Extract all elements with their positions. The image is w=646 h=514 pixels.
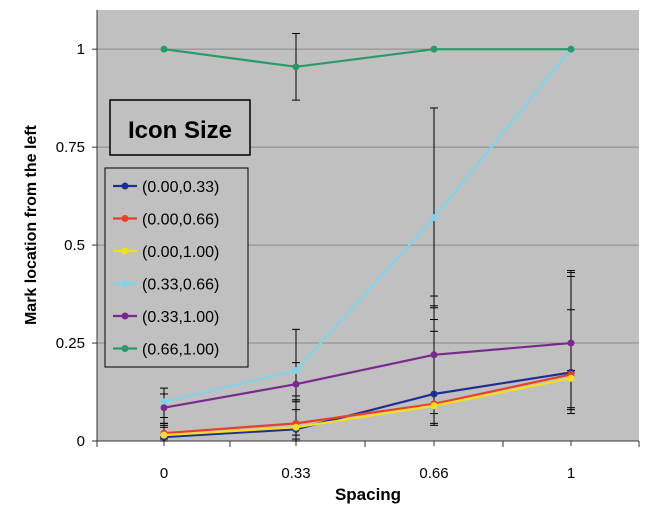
legend-label-3: (0.33,0.66)	[142, 277, 219, 294]
series-lines	[160, 45, 575, 441]
x-tick-label-0: 0	[160, 465, 168, 482]
y-axis-label: Mark location from the left	[23, 124, 40, 325]
data-point-s2-p3	[567, 374, 575, 382]
series-2	[160, 374, 575, 439]
x-tick-label-3: 1	[567, 465, 575, 482]
data-point-s4-p0	[160, 404, 168, 412]
data-point-s4-p2	[430, 351, 438, 359]
legend-item-5: (0.66,1.00)	[113, 342, 219, 359]
series-line-0	[163, 371, 572, 439]
series-line-4	[163, 341, 572, 409]
legend-label-0: (0.00,0.33)	[142, 179, 219, 196]
legend-items: (0.00,0.33) (0.00,0.66) (0.00,1.00) (0.33,0…	[113, 179, 219, 359]
data-point-s4-p1	[292, 380, 300, 388]
legend-label-2: (0.00,1.00)	[142, 244, 219, 261]
series-line-2	[163, 377, 572, 437]
legend-swatch-marker-1	[121, 215, 129, 222]
series-line-5	[163, 48, 571, 68]
axis-ticks: 0 0.25 0.5 0.75 1 0 0.33 0.66 1	[56, 41, 640, 482]
legend-item-2: (0.00,1.00)	[113, 244, 219, 261]
y-tick-label-2: 0.5	[64, 237, 85, 254]
data-point-s2-p0	[160, 431, 168, 439]
series-4	[160, 339, 575, 412]
legend-label-5: (0.66,1.00)	[142, 342, 219, 359]
legend-item-1: (0.00,0.66)	[113, 212, 219, 229]
legend-title-box	[109, 99, 251, 156]
data-point-s3-p0	[160, 398, 168, 406]
data-point-s5-p0	[160, 45, 168, 53]
data-point-s3-p1	[292, 366, 300, 374]
series-line-3	[163, 48, 572, 403]
x-axis-label: Spacing	[335, 485, 401, 504]
y-tick-label-1: 0.25	[56, 335, 85, 352]
y-tick-label-3: 0.75	[56, 139, 85, 156]
legend-label-1: (0.00,0.66)	[142, 212, 219, 229]
data-point-s5-p1	[292, 63, 300, 71]
data-point-s5-p2	[430, 45, 438, 53]
legend: Icon Size (0.00,0.33) (0.00,0.66) (0.00,1.…	[104, 99, 251, 368]
data-point-s2-p1	[292, 423, 300, 431]
legend-item-3: (0.33,0.66)	[113, 277, 219, 294]
legend-item-4: (0.33,1.00)	[113, 309, 219, 326]
y-tick-label-4: 1	[77, 41, 85, 58]
data-point-s5-p3	[567, 45, 575, 53]
x-tick-label-2: 0.66	[419, 465, 448, 482]
legend-swatch-marker-3	[121, 280, 129, 287]
series-5	[160, 45, 575, 71]
data-point-s4-p3	[567, 339, 575, 347]
legend-label-4: (0.33,1.00)	[142, 309, 219, 326]
legend-box	[104, 167, 249, 368]
y-tick-label-0: 0	[77, 433, 85, 450]
legend-swatch-marker-0	[121, 182, 129, 190]
data-point-s3-p2	[430, 214, 438, 222]
data-point-s0-p2	[430, 390, 438, 398]
legend-swatch-marker-4	[121, 312, 129, 320]
legend-swatch-marker-2	[121, 247, 129, 255]
legend-swatch-marker-5	[121, 345, 129, 352]
legend-item-0: (0.00,0.33)	[113, 179, 219, 196]
series-line-1	[163, 373, 572, 435]
legend-title: Icon Size	[128, 117, 232, 144]
data-point-s2-p2	[430, 402, 438, 410]
x-tick-label-1: 0.33	[281, 465, 310, 482]
